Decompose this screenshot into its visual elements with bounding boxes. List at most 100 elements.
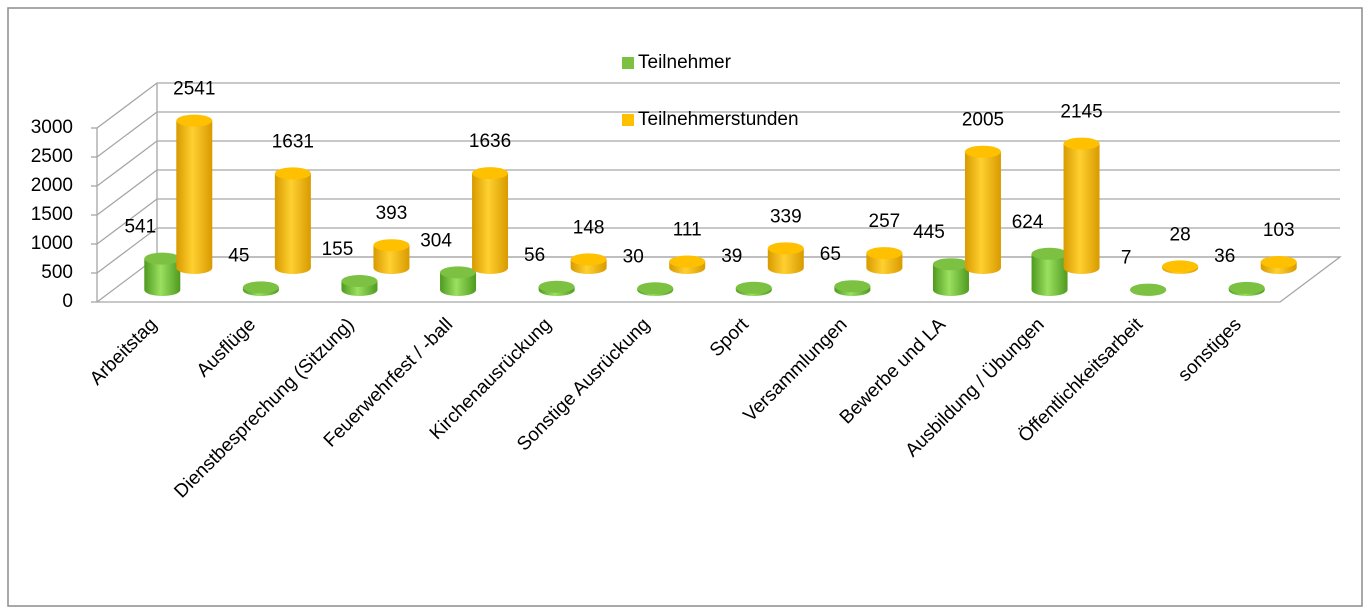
cylinder xyxy=(866,247,903,274)
cylinder-top xyxy=(341,275,378,288)
cylinder xyxy=(472,167,509,274)
cylinder xyxy=(669,255,706,274)
cylinder-top xyxy=(866,247,903,260)
data-label: 624 xyxy=(1012,212,1044,233)
cylinder xyxy=(440,266,477,296)
cylinder xyxy=(176,114,213,274)
cylinder xyxy=(341,275,378,296)
legend-swatch xyxy=(622,114,634,126)
cylinder-top xyxy=(1031,247,1068,260)
cylinder-top xyxy=(1130,283,1167,296)
cylinder xyxy=(1162,260,1199,274)
cylinder-body xyxy=(176,120,213,274)
data-label: 155 xyxy=(322,239,354,260)
cylinder xyxy=(1260,256,1297,274)
data-label: 1631 xyxy=(272,131,314,152)
cylinder-body xyxy=(964,151,1001,274)
y-tick-label: 2000 xyxy=(31,175,73,196)
grid-line xyxy=(96,227,1340,274)
legend-label: Teilnehmer xyxy=(638,52,732,73)
cylinder-top xyxy=(932,258,969,271)
cylinder-top xyxy=(767,242,804,255)
cylinder-body xyxy=(767,248,804,274)
data-label: 148 xyxy=(573,217,605,238)
cylinder xyxy=(767,242,804,274)
data-label: 339 xyxy=(770,206,802,227)
cylinder-top xyxy=(1260,256,1297,269)
cylinder-body xyxy=(144,258,181,296)
cylinder-body xyxy=(472,173,509,274)
cylinder-top xyxy=(472,167,509,180)
cylinder-top xyxy=(144,252,181,265)
data-label: 257 xyxy=(869,211,901,232)
data-label: 36 xyxy=(1214,246,1235,267)
cylinder-body xyxy=(866,253,903,274)
cylinder xyxy=(144,252,181,296)
legend-swatch xyxy=(622,57,634,69)
data-label: 393 xyxy=(376,203,408,224)
cylinder xyxy=(242,281,279,296)
y-tick-label: 1000 xyxy=(31,233,73,254)
cylinder xyxy=(373,239,410,274)
data-label: 65 xyxy=(820,244,841,265)
cylinder-top xyxy=(1162,260,1199,273)
cylinder-top xyxy=(964,145,1001,158)
chart-border xyxy=(7,7,1363,607)
data-label: 2541 xyxy=(173,79,215,100)
cylinder-top xyxy=(1063,137,1100,150)
data-label: 111 xyxy=(673,220,702,241)
cylinder xyxy=(1130,283,1167,296)
grid-line xyxy=(96,140,1340,187)
data-label: 2145 xyxy=(1060,102,1102,123)
y-tick-label: 2500 xyxy=(31,146,73,167)
cylinder xyxy=(1031,247,1068,296)
cylinder xyxy=(735,281,772,296)
cylinder-body xyxy=(440,272,477,296)
grid-line xyxy=(96,169,1340,216)
data-label: 304 xyxy=(420,230,452,251)
cylinder-top xyxy=(176,114,213,127)
data-label: 39 xyxy=(721,246,742,267)
cylinder-body xyxy=(1031,253,1068,296)
data-label: 445 xyxy=(913,222,945,243)
cylinder-top xyxy=(440,266,477,279)
data-label: 103 xyxy=(1263,220,1295,241)
data-label: 30 xyxy=(623,246,644,267)
y-tick-label: 0 xyxy=(62,291,73,312)
cylinder xyxy=(1063,137,1100,274)
cylinder-top xyxy=(1228,281,1265,294)
cylinder xyxy=(964,145,1001,274)
cylinder-top xyxy=(834,280,871,293)
data-label: 1636 xyxy=(469,131,511,152)
data-label: 28 xyxy=(1170,224,1191,245)
y-tick-label: 3000 xyxy=(31,117,73,138)
grid-line xyxy=(96,198,1340,245)
cylinder-top xyxy=(669,255,706,268)
cylinder-body xyxy=(274,173,311,274)
cylinder xyxy=(932,258,969,296)
cylinder xyxy=(834,280,871,296)
y-tick-label: 1500 xyxy=(31,204,73,225)
cylinder-top xyxy=(637,282,674,295)
cylinder xyxy=(637,282,674,296)
data-label: 541 xyxy=(124,217,156,238)
data-label: 45 xyxy=(228,245,249,266)
data-label: 56 xyxy=(524,245,545,266)
cylinder-top xyxy=(373,239,410,252)
y-tick-label: 500 xyxy=(41,262,73,283)
cylinder-top xyxy=(242,281,279,294)
cylinder-top xyxy=(274,167,311,180)
cylinder-body xyxy=(373,245,410,274)
legend-label: Teilnehmerstunden xyxy=(638,109,799,130)
data-label: 2005 xyxy=(962,110,1004,131)
cylinder xyxy=(274,167,311,274)
cylinder xyxy=(538,280,575,296)
grid-line xyxy=(96,82,1340,129)
cylinder-body xyxy=(932,264,969,296)
cylinder-top xyxy=(538,280,575,293)
grid-line xyxy=(96,111,1340,158)
cylinder xyxy=(1228,281,1265,296)
cylinder xyxy=(570,253,607,274)
